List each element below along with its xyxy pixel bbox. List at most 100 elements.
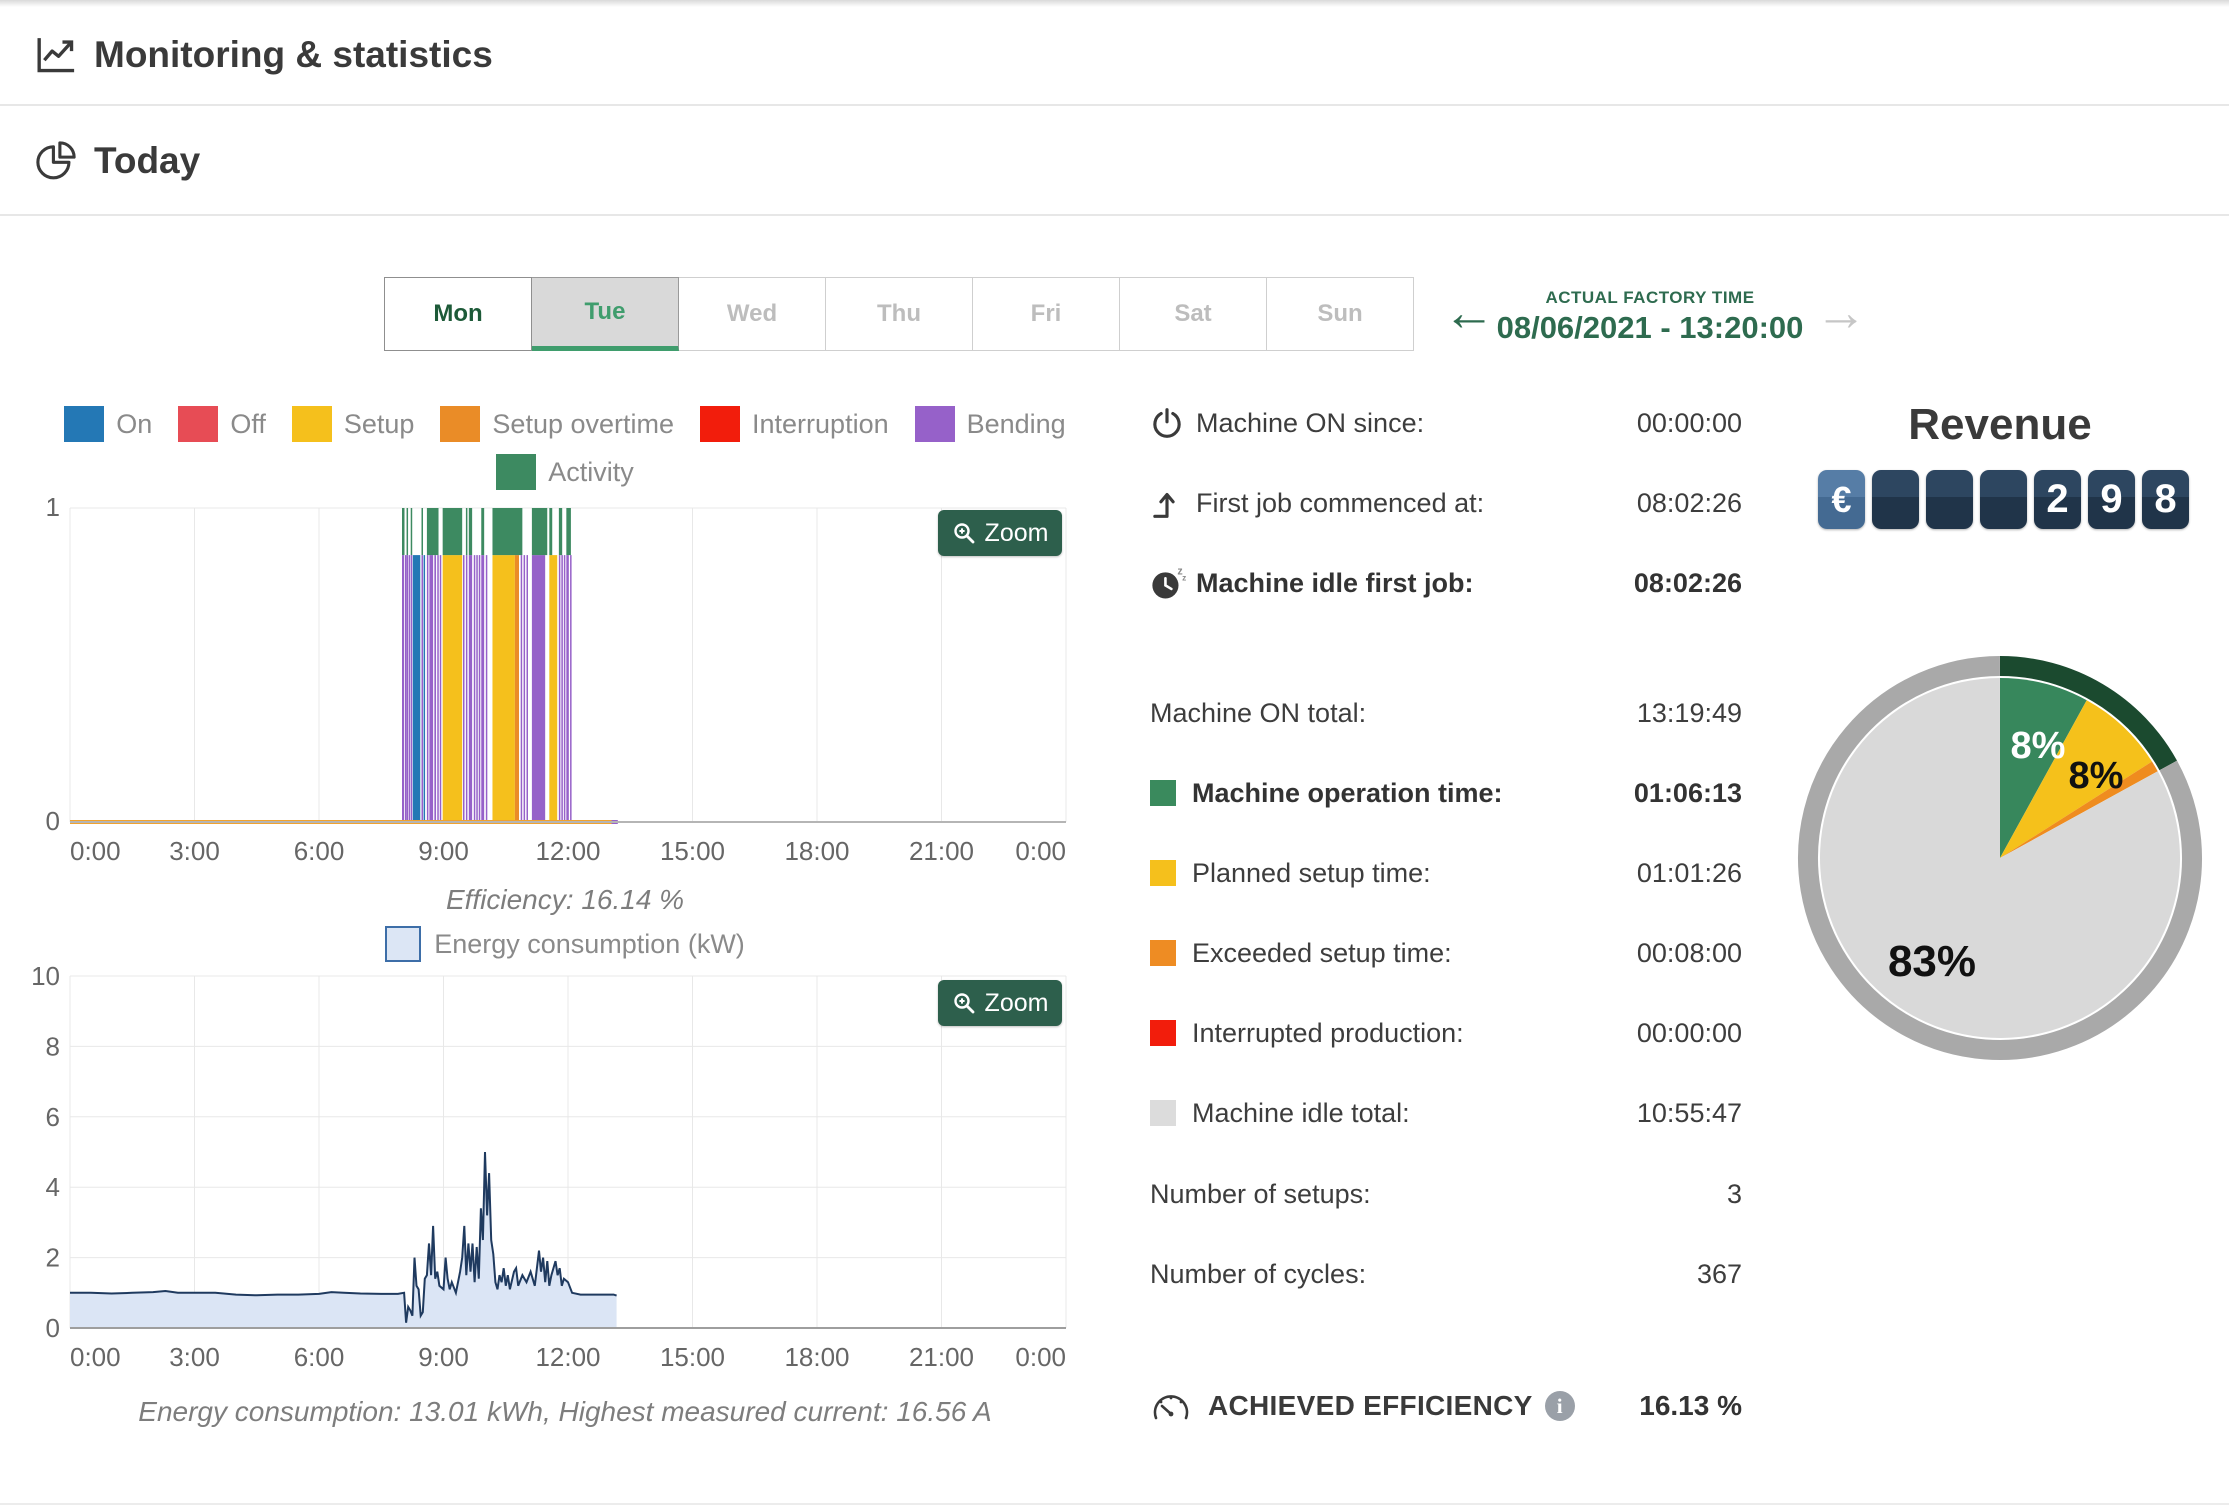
info-icon[interactable]: i xyxy=(1544,1391,1575,1421)
legend-item-bending[interactable]: Bending xyxy=(914,406,1066,442)
svg-text:6:00: 6:00 xyxy=(294,836,345,866)
previous-day-arrow[interactable]: ← xyxy=(1443,284,1495,342)
svg-text:2: 2 xyxy=(46,1243,60,1273)
svg-text:0: 0 xyxy=(46,806,60,836)
svg-text:21:00: 21:00 xyxy=(909,1342,974,1372)
legend-row: Activity xyxy=(30,454,1100,490)
tab-tue[interactable]: Tue xyxy=(531,277,679,351)
stat-value: 367 xyxy=(1696,1258,1742,1289)
stat-value: 00:00:00 xyxy=(1636,1017,1742,1048)
stat-label: Machine operation time: xyxy=(1192,777,1503,808)
tab-sun[interactable]: Sun xyxy=(1266,277,1414,351)
svg-text:12:00: 12:00 xyxy=(535,1342,600,1372)
stat-row-interrupted-production: Interrupted production: 00:00:00 xyxy=(1150,1011,1742,1055)
svg-text:0:00: 0:00 xyxy=(1015,836,1066,866)
stat-label: Machine ON total: xyxy=(1150,697,1367,728)
revenue-currency-tile: € xyxy=(1818,470,1865,529)
tab-fri[interactable]: Fri xyxy=(972,277,1120,351)
stat-row-machine-operation-time: Machine operation time: 01:06:13 xyxy=(1150,771,1742,815)
energy-legend-swatch xyxy=(385,926,422,962)
revenue-digit-tile xyxy=(1872,470,1919,529)
energy-zoom-button[interactable]: Zoom xyxy=(938,980,1062,1026)
page-header: Monitoring & statistics xyxy=(0,6,2229,106)
svg-text:4: 4 xyxy=(46,1172,60,1202)
stat-label: Planned setup time: xyxy=(1192,857,1431,888)
legend-row: On Off Setup Setup overtime Interruption Bend… xyxy=(30,406,1100,442)
legend-swatch xyxy=(291,406,332,442)
legend-item-off[interactable]: Off xyxy=(178,406,266,442)
timeline-zoom-button[interactable]: Zoom xyxy=(938,510,1062,556)
energy-legend-label: Energy consumption (kW) xyxy=(434,928,745,959)
stat-value: 01:06:13 xyxy=(1633,777,1742,808)
stat-row-machine-idle-total: Machine idle total: 10:55:47 xyxy=(1150,1091,1742,1135)
legend-swatch xyxy=(440,406,481,442)
svg-text:9:00: 9:00 xyxy=(418,836,469,866)
achieved-efficiency-label: ACHIEVED EFFICIENCY xyxy=(1208,1390,1533,1421)
legend-label: On xyxy=(116,408,153,439)
svg-text:9:00: 9:00 xyxy=(418,1342,469,1372)
legend-item-on[interactable]: On xyxy=(64,406,152,442)
tab-sat[interactable]: Sat xyxy=(1119,277,1267,351)
revenue-digit-tile: 8 xyxy=(2142,470,2189,529)
achieved-efficiency-value: 16.13 % xyxy=(1639,1390,1742,1421)
svg-text:3:00: 3:00 xyxy=(169,1342,220,1372)
legend-item-interruption[interactable]: Interruption xyxy=(700,406,889,442)
factory-time-label: ACTUAL FACTORY TIME xyxy=(1545,288,1755,307)
stat-label: Exceeded setup time: xyxy=(1192,937,1452,968)
stat-row-number-of-cycles: Number of cycles: 367 xyxy=(1150,1252,1742,1296)
window-top-shadow xyxy=(0,0,2229,7)
legend-swatch xyxy=(914,406,955,442)
svg-text:10: 10 xyxy=(31,962,60,991)
page-title: Monitoring & statistics xyxy=(94,34,493,75)
stat-label: Interrupted production: xyxy=(1192,1017,1464,1048)
legend-label: Activity xyxy=(548,456,634,487)
svg-text:18:00: 18:00 xyxy=(784,1342,849,1372)
stat-row-first-job-commenced-at: First job commenced at: 08:02:26 xyxy=(1150,481,1742,525)
svg-text:3:00: 3:00 xyxy=(169,836,220,866)
page-bottom-divider xyxy=(0,1503,2229,1505)
chart-line-icon xyxy=(37,38,75,73)
revenue-counter: €2 9 8 xyxy=(1818,470,2189,529)
svg-text:12:00: 12:00 xyxy=(535,836,600,866)
energy-caption: Energy consumption: 13.01 kWh, Highest m… xyxy=(138,1396,992,1427)
legend-label: Setup overtime xyxy=(492,408,675,439)
energy-legend[interactable]: Energy consumption (kW) xyxy=(30,926,1100,962)
day-tabs: Mon Tue Wed Thu Fri Sat Sun xyxy=(384,277,1414,351)
revenue-digit-tile: 2 xyxy=(2034,470,2081,529)
tab-thu[interactable]: Thu xyxy=(825,277,973,351)
pie-chart-icon xyxy=(36,141,76,180)
svg-text:18:00: 18:00 xyxy=(784,836,849,866)
legend-label: Interruption xyxy=(752,408,889,439)
power-icon-slot xyxy=(1150,406,1196,440)
stat-swatch xyxy=(1150,940,1176,966)
svg-text:0: 0 xyxy=(46,1313,60,1343)
svg-text:6:00: 6:00 xyxy=(294,1342,345,1372)
legend-label: Off xyxy=(230,408,266,439)
stat-swatch xyxy=(1150,780,1176,806)
svg-text:0:00: 0:00 xyxy=(1015,1342,1066,1372)
svg-text:z: z xyxy=(1182,573,1186,583)
legend-swatch xyxy=(178,406,219,442)
stat-row-planned-setup-time: Planned setup time: 01:01:26 xyxy=(1150,851,1742,895)
svg-text:z: z xyxy=(1177,566,1182,578)
timeline-legend: On Off Setup Setup overtime Interruption Bend… xyxy=(30,406,1100,502)
revenue-title: Revenue xyxy=(1908,400,2092,449)
stat-row-machine-on-since: Machine ON since: 00:00:00 xyxy=(1150,401,1742,445)
svg-text:21:00: 21:00 xyxy=(909,836,974,866)
stat-value: 08:02:26 xyxy=(1636,487,1742,518)
legend-item-activity[interactable]: Activity xyxy=(496,454,634,490)
stat-row-number-of-setups: Number of setups: 3 xyxy=(1150,1172,1742,1216)
section-title: Today xyxy=(94,140,201,181)
tab-mon[interactable]: Mon xyxy=(384,277,532,351)
legend-item-setup[interactable]: Setup xyxy=(291,406,414,442)
stat-label: Number of cycles: xyxy=(1150,1258,1367,1289)
stat-label: Machine idle first job: xyxy=(1196,567,1474,598)
stat-value: 00:08:00 xyxy=(1636,937,1742,968)
gauge-icon xyxy=(1153,1395,1189,1420)
legend-item-setup-overtime[interactable]: Setup overtime xyxy=(440,406,674,442)
next-day-arrow[interactable]: → xyxy=(1815,284,1867,342)
tab-wed[interactable]: Wed xyxy=(678,277,826,351)
legend-swatch xyxy=(64,406,105,442)
stat-row-exceeded-setup-time: Exceeded setup time: 00:08:00 xyxy=(1150,931,1742,975)
